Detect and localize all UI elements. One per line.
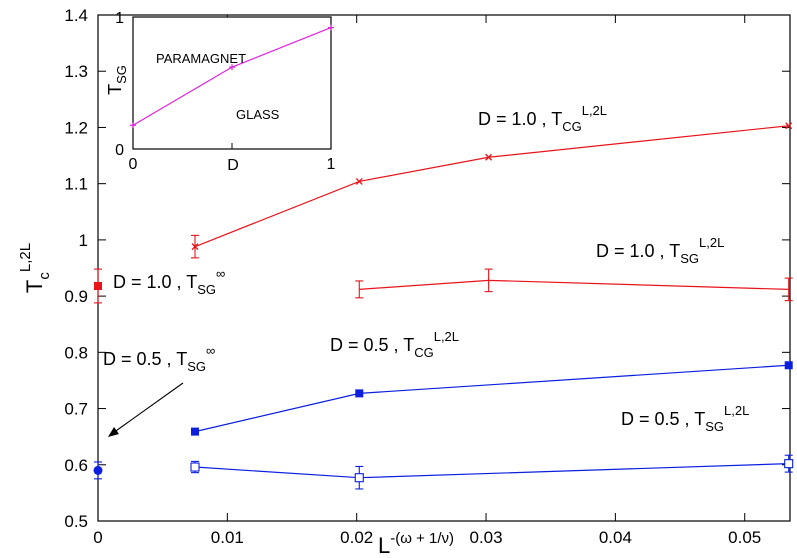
label-d1-cg: D = 1.0 , TCGL,2L	[478, 103, 607, 134]
inset-plot-frame	[132, 16, 332, 150]
label-d05-sg: D = 0.5 , TSGL,2L	[621, 403, 749, 434]
label-d05-sg-inf: D = 0.5 , TSG∞	[103, 343, 215, 374]
y-tick-label: 1.2	[64, 118, 88, 137]
data-point-square	[784, 361, 793, 370]
inset-y-tick-label: 1	[115, 10, 124, 27]
data-point-circle	[93, 465, 103, 475]
inset-x-axis-title: D	[227, 157, 239, 174]
data-point-square	[355, 389, 364, 398]
x-tick-label: 0.05	[728, 528, 761, 547]
y-tick-label: 1.1	[64, 175, 88, 194]
y-tick-label: 1.3	[64, 62, 88, 81]
series-1	[355, 268, 793, 302]
main-plot-frame	[97, 14, 791, 522]
data-point-x	[785, 122, 793, 130]
x-tick-label: 0.03	[469, 528, 502, 547]
data-point-x	[485, 153, 493, 161]
annotation-arrowhead	[108, 427, 119, 437]
data-point-open-square	[354, 473, 364, 483]
annotation-arrow	[112, 382, 184, 434]
x-tick-label: 0.01	[211, 528, 244, 547]
data-point-x	[191, 243, 199, 251]
y-tick-label: 1.4	[64, 6, 88, 25]
data-point-open-square	[190, 462, 200, 472]
inset-axis-ticks: 0 1 0 1	[115, 10, 335, 173]
series-line	[194, 463, 789, 479]
data-point-square	[191, 427, 200, 436]
x-tick-label: 0	[93, 528, 102, 547]
series-0	[191, 122, 793, 259]
data-point-open-square	[784, 459, 794, 469]
data-point-square	[94, 281, 102, 290]
y-tick-label: 0.9	[64, 287, 88, 306]
main-axis-tick-labels: 0 0.01 0.02 0.03 0.04 0.05 0.5 0.6 0.7 0.8 0.9 1 1.1…	[64, 6, 761, 547]
inset-x-tick-label: 0	[129, 156, 138, 173]
x-tick-label: 0.02	[340, 528, 373, 547]
inset-series-0	[130, 24, 334, 129]
inset-label-glass: GLASS	[236, 107, 280, 122]
y-tick-label: 0.8	[64, 343, 88, 362]
data-point-x	[355, 177, 363, 185]
main-series-layer	[93, 122, 794, 490]
x-tick-label: 0.04	[599, 528, 632, 547]
label-d1-sg-inf: D = 1.0 , TSG∞	[113, 266, 225, 297]
series-4	[94, 268, 102, 304]
y-axis-title: TcL,2L	[17, 243, 53, 293]
inset-y-axis-title: TSG	[105, 65, 129, 95]
series-3	[190, 454, 794, 490]
y-tick-label: 0.7	[64, 400, 88, 419]
y-tick-label: 0.5	[64, 512, 88, 531]
series-line	[359, 279, 789, 290]
y-tick-label: 1	[79, 231, 88, 250]
series-line	[194, 125, 789, 248]
inset-x-tick-label: 1	[327, 156, 336, 173]
x-axis-title: L-(ω + 1/ν)	[378, 530, 454, 558]
inset-label-paramagnet: PARAMAGNET	[156, 51, 246, 66]
label-d1-sg: D = 1.0 , TSGL,2L	[596, 235, 724, 266]
series-2	[191, 361, 793, 436]
series-5	[93, 461, 103, 480]
label-d05-cg: D = 0.5 , TCGL,2L	[330, 329, 459, 360]
inset-y-tick-label: 0	[115, 142, 124, 159]
y-tick-label: 0.6	[64, 456, 88, 475]
inset-series-layer	[130, 24, 334, 129]
